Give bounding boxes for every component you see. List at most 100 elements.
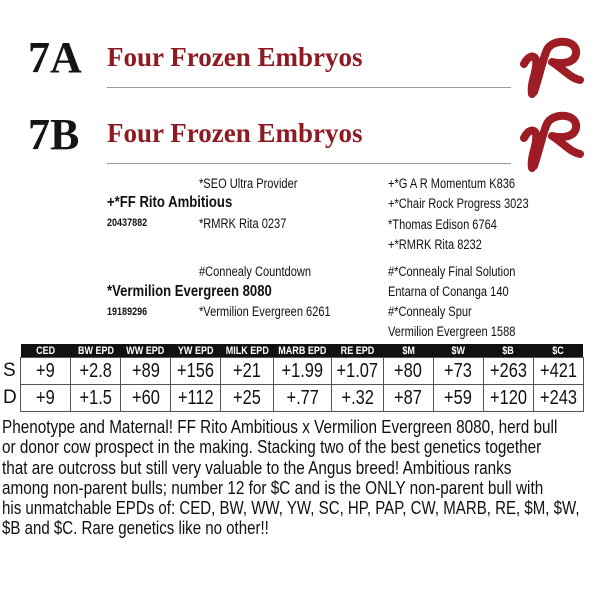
epd-value: +9 — [20, 384, 71, 412]
column-header: $W — [433, 344, 484, 358]
column-header: RE EPD — [331, 344, 384, 358]
epd-value-text: +60 — [131, 386, 160, 409]
description-line: that are outcross but still very valuabl… — [2, 457, 512, 478]
epd-value: +243 — [532, 384, 584, 412]
epd-value: +73 — [432, 357, 484, 385]
column-header: YW EPD — [170, 344, 221, 358]
vr-logo — [520, 111, 584, 172]
column-header-label: MARB EPD — [278, 344, 327, 357]
description-line: or donor cow prospect in the making. Sta… — [2, 437, 542, 458]
epd-value: +.77 — [272, 384, 333, 412]
grandparent: +*RMRK Rita 8232 — [388, 237, 482, 252]
epd-value-text: +80 — [394, 359, 423, 382]
epd-value: +1.07 — [331, 357, 384, 385]
epd-value-text: +87 — [394, 386, 423, 409]
lot-number: 7A — [28, 33, 82, 82]
epd-value: +25 — [220, 384, 274, 412]
epd-value: +112 — [170, 384, 221, 412]
grandparent: +*Chair Rock Progress 3023 — [388, 196, 529, 211]
column-header-label: MILK EPD — [225, 344, 269, 357]
grandparent: #*Connealy Spur — [388, 304, 472, 319]
epd-value-text: +.32 — [341, 386, 374, 409]
grandparent: *Thomas Edison 6764 — [388, 217, 497, 232]
column-header: $C — [533, 344, 584, 358]
column-header: WW EPD — [120, 344, 171, 358]
epd-value: +2.8 — [70, 357, 121, 385]
column-header: CED — [20, 344, 71, 358]
epd-value: +89 — [120, 357, 171, 385]
grandparent: #*Connealy Final Solution — [388, 264, 516, 279]
epd-value-text: +.77 — [286, 386, 319, 409]
column-header-label: $M — [402, 344, 415, 357]
epd-value-text: +9 — [36, 386, 55, 409]
column-header-label: WW EPD — [126, 344, 165, 357]
column-header-label: $W — [451, 344, 466, 357]
epd-value-text: +156 — [177, 359, 214, 382]
column-header-label: BW EPD — [77, 344, 114, 357]
row-label: S — [0, 357, 21, 385]
epd-value-text: +1.07 — [336, 359, 379, 382]
description-line: $B and $C. Rare genetics like no other!! — [2, 518, 269, 539]
epd-value-text: +25 — [232, 386, 261, 409]
dam-registration: 19189296 — [107, 306, 148, 318]
epd-value: +1.5 — [70, 384, 121, 412]
lot-title: Four Frozen Embryos — [107, 42, 363, 72]
sire-sire: *SEO Ultra Provider — [199, 176, 298, 191]
vr-logo — [520, 37, 584, 98]
epd-value-text: +1.5 — [79, 386, 112, 409]
column-header: $B — [483, 344, 534, 358]
divider — [107, 163, 511, 164]
epd-value: +263 — [482, 357, 534, 385]
column-header: BW EPD — [70, 344, 121, 358]
column-header-label: CED — [35, 344, 56, 357]
sire-name: +*FF Rito Ambitious — [107, 194, 233, 211]
description-line: Phenotype and Maternal! FF Rito Ambitiou… — [2, 417, 558, 437]
epd-value-text: +21 — [232, 359, 261, 382]
lot-number: 7B — [28, 110, 80, 159]
epd-value-text: +243 — [539, 386, 577, 409]
divider — [107, 87, 511, 88]
dam-name: *Vermilion Evergreen 8080 — [107, 283, 272, 300]
epd-value: +87 — [382, 384, 434, 412]
column-header-label: YW EPD — [177, 344, 214, 357]
epd-value-text: +263 — [489, 359, 527, 382]
column-header: $M — [383, 344, 434, 358]
epd-value: +120 — [482, 384, 534, 412]
epd-value: +9 — [20, 357, 71, 385]
grandparent: Vermilion Evergreen 1588 — [388, 324, 516, 339]
description-line: among non-parent bulls; number 12 for $C… — [2, 477, 544, 498]
epd-value-text: +89 — [131, 359, 160, 382]
table-row: S +9 +2.8 +89 +156 +21 +1.99 +1.07 +80 +73 +263 +42… — [0, 357, 584, 385]
epd-value: +1.99 — [272, 357, 333, 385]
epd-value-text: +1.99 — [281, 359, 324, 382]
epd-value-text: +120 — [489, 386, 527, 409]
column-header-label: $C — [552, 344, 565, 357]
description: Phenotype and Maternal! FF Rito Ambitiou… — [2, 417, 580, 539]
sire-registration: 20437882 — [107, 217, 148, 229]
epd-value: +156 — [170, 357, 221, 385]
epd-value: +21 — [220, 357, 274, 385]
epd-value: +421 — [532, 357, 584, 385]
epd-value-text: +73 — [444, 359, 473, 382]
column-header-label: $B — [502, 344, 515, 357]
epd-value: +60 — [120, 384, 171, 412]
epd-value: +.32 — [331, 384, 384, 412]
table-row: D +9 +1.5 +60 +112 +25 +.77 +.32 +87 +59 +120 +243 — [0, 384, 584, 412]
column-header: MARB EPD — [273, 344, 332, 358]
grandparent: Entarna of Conanga 140 — [388, 284, 509, 299]
epd-value: +59 — [432, 384, 484, 412]
description-line: his unmatchable EPDs of: CED, BW, WW, YW… — [2, 498, 580, 519]
dam-dam: *Vermilion Evergreen 6261 — [199, 304, 331, 319]
column-header-label: RE EPD — [340, 344, 375, 357]
epd-value-text: +2.8 — [79, 359, 112, 382]
column-header: MILK EPD — [220, 344, 274, 358]
dam-sire: #Connealy Countdown — [199, 264, 312, 279]
epd-value-text: +59 — [444, 386, 473, 409]
grandparent: +*G A R Momentum K836 — [388, 176, 516, 191]
epd-value: +80 — [382, 357, 434, 385]
corner-cell — [0, 344, 21, 358]
lot-title: Four Frozen Embryos — [107, 118, 363, 148]
epd-value-text: +9 — [36, 359, 55, 382]
epd-value-text: +421 — [539, 359, 577, 382]
epd-value-text: +112 — [177, 386, 214, 409]
